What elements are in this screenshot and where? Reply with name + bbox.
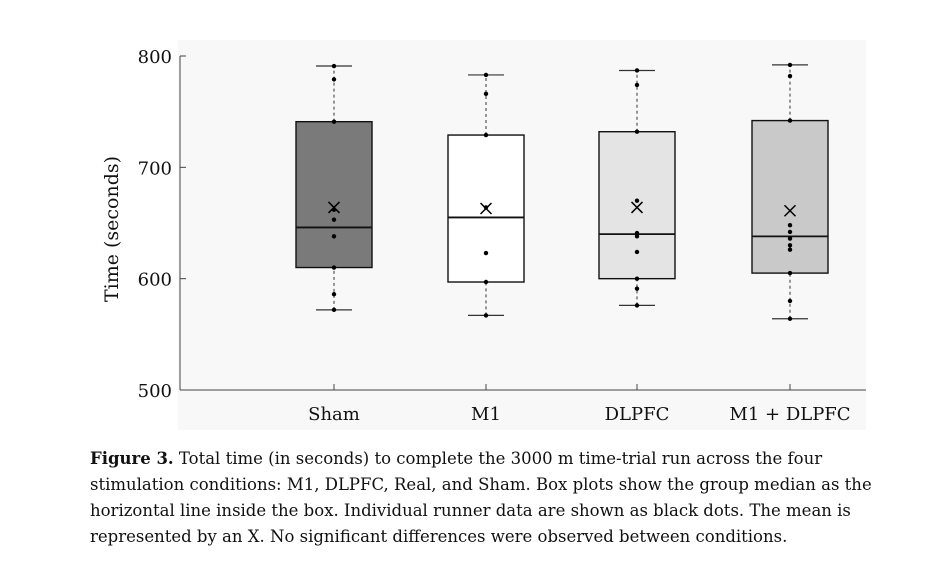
data-point — [787, 316, 793, 321]
mean-marker — [327, 201, 341, 214]
data-point — [331, 234, 337, 239]
box-group — [295, 63, 373, 390]
data-point — [483, 91, 489, 97]
data-point — [483, 313, 489, 318]
x-tick-labels: Sham M1 DLPFC M1 + DLPFC — [308, 404, 850, 425]
box-iqr — [295, 120, 373, 269]
data-point — [483, 250, 489, 256]
data-point — [331, 265, 337, 270]
x-tick-label: Sham — [308, 404, 360, 425]
data-point — [634, 129, 640, 134]
data-point — [787, 73, 793, 79]
data-point — [331, 63, 337, 69]
y-tick-label: 500 — [138, 381, 172, 402]
mean-marker — [479, 202, 493, 215]
box-group — [751, 62, 829, 390]
data-point — [787, 236, 793, 241]
data-point — [483, 205, 489, 210]
data-point — [483, 132, 489, 138]
data-point — [634, 286, 640, 291]
data-point — [331, 77, 337, 82]
figure-caption: Figure 3. Total time (in seconds) to com… — [90, 446, 910, 550]
data-point — [634, 276, 640, 281]
data-point — [634, 303, 640, 308]
data-point — [634, 68, 640, 73]
y-tick-label: 600 — [138, 270, 172, 291]
boxes — [295, 62, 829, 390]
data-point — [634, 249, 640, 255]
box-group — [447, 72, 525, 390]
y-axis-title: Time (seconds) — [101, 156, 123, 302]
data-point — [787, 270, 793, 276]
axes — [179, 56, 866, 391]
data-point — [634, 230, 640, 236]
data-point — [787, 243, 793, 248]
data-point — [634, 234, 640, 239]
x-tick-label: M1 + DLPFC — [729, 404, 850, 425]
data-point — [634, 198, 640, 203]
data-point — [787, 229, 793, 235]
box-plot-figure: 500 600 700 800 Sham M1 DLPFC M1 + DLPFC Time … — [101, 47, 866, 425]
data-point — [634, 82, 640, 88]
data-point — [331, 307, 337, 313]
data-point — [483, 72, 489, 78]
data-point — [787, 118, 793, 123]
caption-text: Total time (in seconds) to complete the … — [90, 449, 872, 546]
data-point — [331, 119, 337, 124]
caption-label: Figure 3. — [90, 449, 174, 468]
mean-marker — [783, 204, 797, 217]
x-tick-label: DLPFC — [605, 404, 670, 425]
box-iqr — [598, 131, 676, 280]
data-point — [787, 298, 793, 304]
box-group — [598, 68, 676, 390]
data-point — [483, 279, 489, 285]
y-tick-label: 700 — [138, 158, 172, 179]
y-ticks: 500 600 700 800 — [138, 47, 186, 402]
mean-marker — [630, 201, 644, 214]
y-tick-label: 800 — [138, 47, 172, 68]
x-tick-label: M1 — [471, 404, 501, 425]
data-point — [787, 223, 793, 228]
data-point — [787, 62, 793, 68]
data-point — [331, 292, 337, 297]
data-point — [787, 247, 793, 252]
data-point — [331, 217, 337, 222]
